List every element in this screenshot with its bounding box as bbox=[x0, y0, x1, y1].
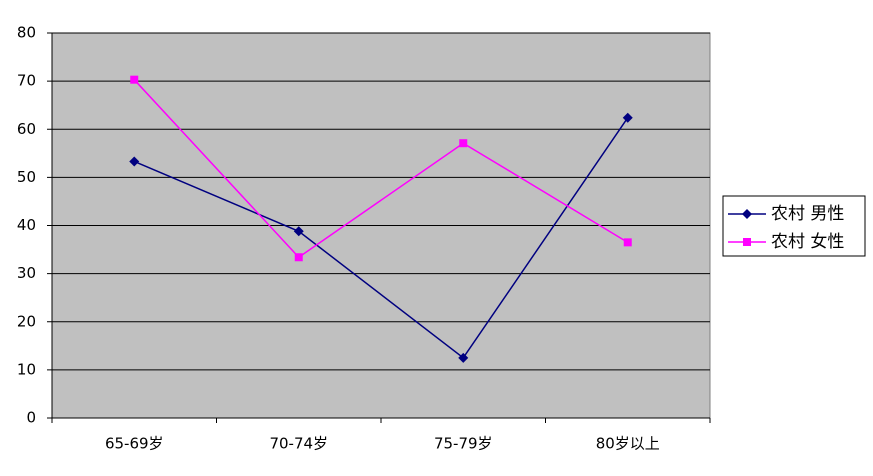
data-point bbox=[459, 139, 468, 148]
series-line bbox=[133, 79, 629, 259]
y-tick-label: 10 bbox=[17, 360, 36, 378]
x-tick-label: 70-74岁 bbox=[269, 435, 328, 453]
data-point bbox=[623, 238, 632, 247]
y-tick-label: 30 bbox=[17, 264, 36, 282]
x-tick-label: 80岁以上 bbox=[596, 435, 660, 453]
data-point bbox=[294, 253, 303, 262]
legend-marker bbox=[742, 209, 752, 219]
y-tick-label: 60 bbox=[17, 120, 36, 138]
legend-label: 农村 女性 bbox=[771, 232, 844, 252]
data-point bbox=[130, 75, 139, 84]
legend-label: 农村 男性 bbox=[771, 204, 844, 224]
y-tick-label: 20 bbox=[17, 312, 36, 330]
x-tick-label: 65-69岁 bbox=[105, 435, 164, 453]
data-point bbox=[622, 112, 633, 123]
y-tick-label: 50 bbox=[17, 168, 36, 186]
legend-marker bbox=[743, 238, 751, 246]
y-tick-label: 70 bbox=[17, 72, 36, 90]
data-point bbox=[129, 156, 140, 167]
series-line bbox=[133, 117, 629, 359]
data-point bbox=[458, 352, 469, 363]
data-point bbox=[293, 226, 304, 237]
y-tick-label: 40 bbox=[17, 216, 36, 234]
x-tick-label: 75-79岁 bbox=[434, 435, 493, 453]
y-tick-label: 80 bbox=[17, 24, 36, 42]
y-tick-label: 0 bbox=[26, 409, 36, 427]
